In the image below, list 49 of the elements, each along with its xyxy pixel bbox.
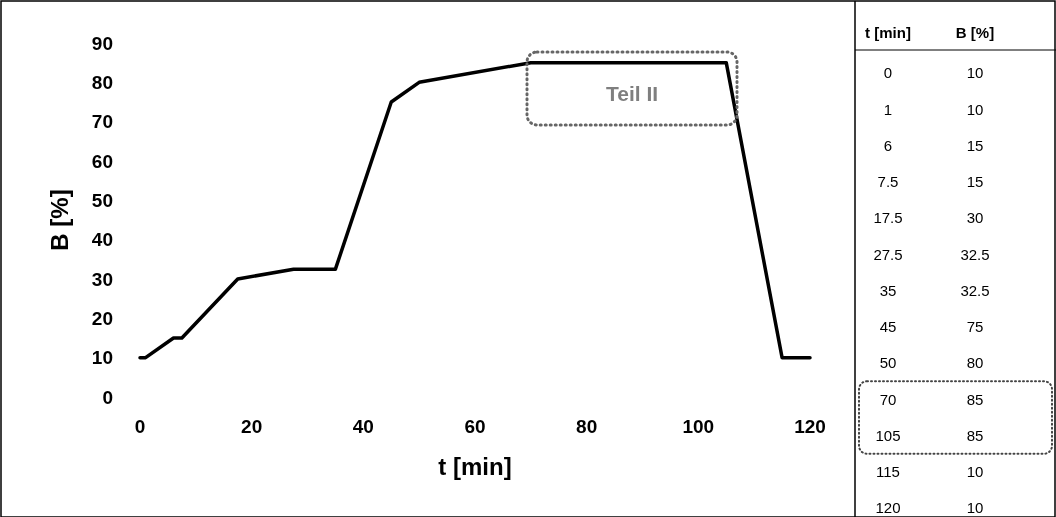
text: 15	[966, 173, 984, 190]
text: 10	[966, 64, 984, 82]
text: 85	[966, 426, 984, 444]
text: 115	[876, 463, 900, 480]
text: 17.5	[873, 209, 903, 227]
y-tick-label: 10	[91, 347, 113, 369]
text: 80	[966, 354, 984, 372]
x-axis-title: t [min]	[438, 453, 512, 480]
text: 120	[875, 499, 901, 517]
text: 32.5	[960, 281, 990, 299]
x-tick-label: 20	[241, 416, 263, 437]
y-tick-label: 70	[91, 111, 113, 133]
x-tick-label: 100	[682, 416, 715, 437]
text: 6	[883, 136, 893, 154]
text: 75	[966, 318, 984, 335]
text: 85	[966, 390, 984, 408]
text: 32.5	[960, 245, 990, 263]
y-tick-label: 30	[91, 268, 113, 290]
y-tick-label: 90	[91, 32, 113, 54]
text: 7.5	[877, 173, 899, 190]
y-tick-label: 80	[91, 71, 113, 93]
y-axis-title: B [%]	[46, 189, 73, 251]
y-tick-label: 40	[91, 229, 113, 251]
y-tick-label: 50	[91, 189, 113, 211]
annotation: Teil II	[605, 82, 659, 105]
text: t [min]	[865, 24, 911, 42]
text: 27.5	[873, 245, 903, 263]
x-tick-label: 80	[576, 416, 598, 437]
text: 1	[883, 100, 893, 118]
text: 0	[883, 64, 893, 82]
y-tick-label: 0	[102, 386, 113, 408]
line-series	[138, 60, 812, 360]
text: 30	[966, 209, 984, 227]
text: 10	[966, 100, 984, 118]
text: 10	[966, 499, 984, 517]
text: 35	[879, 281, 897, 299]
x-tick-label: 60	[464, 416, 486, 437]
text: 50	[879, 354, 897, 372]
text: 15	[966, 136, 984, 154]
text: B [%]	[955, 24, 995, 42]
y-tick-label: 60	[91, 150, 113, 172]
text: 45	[879, 318, 897, 335]
x-tick-label: 0	[134, 416, 146, 437]
x-tick-label: 40	[352, 416, 374, 437]
text: 10	[966, 463, 984, 480]
y-tick-label: 20	[91, 307, 113, 329]
text: 105	[875, 426, 901, 444]
x-tick-label: 120	[794, 416, 826, 437]
text: 70	[879, 390, 897, 408]
